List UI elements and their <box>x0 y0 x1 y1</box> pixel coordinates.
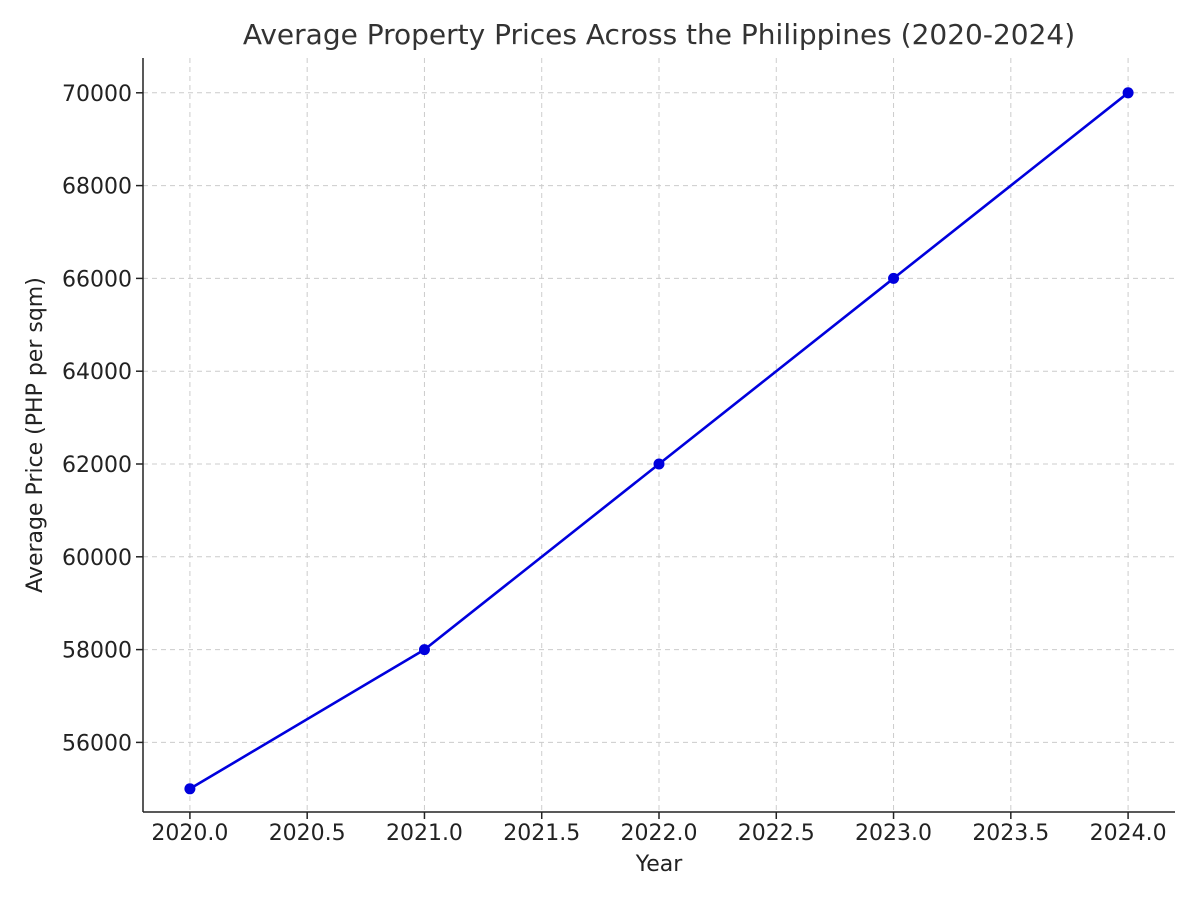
y-axis-label: Average Price (PHP per sqm) <box>23 277 48 593</box>
y-axis-ticks: 56000 58000 60000 62000 64000 66000 68000 70000 <box>62 82 143 756</box>
data-point <box>1122 87 1134 99</box>
data-point <box>418 644 430 656</box>
data-point <box>653 458 665 470</box>
y-tick-label: 62000 <box>62 453 132 478</box>
y-tick-label: 68000 <box>62 175 132 200</box>
x-tick-label: 2022.5 <box>738 821 815 846</box>
x-tick-label: 2022.0 <box>621 821 698 846</box>
x-tick-label: 2023.0 <box>855 821 932 846</box>
data-point <box>184 783 196 795</box>
y-tick-label: 64000 <box>62 360 132 385</box>
chart-title: Average Property Prices Across the Phili… <box>243 18 1075 51</box>
x-tick-label: 2020.0 <box>151 821 228 846</box>
y-tick-label: 58000 <box>62 639 132 664</box>
series-layer <box>184 87 1134 795</box>
y-tick-label: 60000 <box>62 546 132 571</box>
x-axis-ticks: 2020.0 2020.5 2021.0 2021.5 2022.0 2022.5 2023… <box>151 812 1167 846</box>
y-tick-label: 56000 <box>62 731 132 756</box>
data-point <box>888 272 900 284</box>
x-tick-label: 2021.5 <box>503 821 580 846</box>
x-tick-label: 2023.5 <box>972 821 1049 846</box>
x-tick-label: 2021.0 <box>386 821 463 846</box>
x-axis-label: Year <box>635 852 684 877</box>
y-tick-label: 66000 <box>62 267 132 292</box>
y-tick-label: 70000 <box>62 82 132 107</box>
x-tick-label: 2024.0 <box>1090 821 1167 846</box>
grid-lines <box>143 58 1175 812</box>
x-tick-label: 2020.5 <box>269 821 346 846</box>
